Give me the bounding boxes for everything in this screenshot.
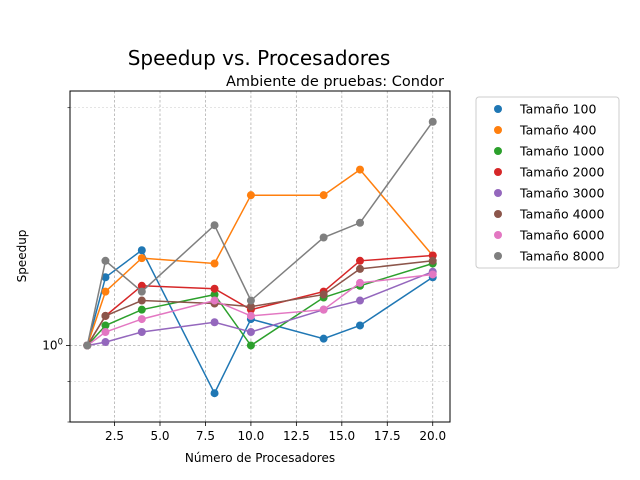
data-point <box>356 264 364 273</box>
x-tick-label: 15.0 <box>328 429 355 443</box>
x-tick-label: 2.5 <box>105 429 124 443</box>
data-point <box>319 334 328 343</box>
data-point <box>246 296 255 305</box>
legend-label: Tamaño 100 <box>519 102 597 117</box>
legend-item: Tamaño 100 <box>494 102 597 117</box>
series-layer <box>83 117 437 398</box>
legend-item: Tamaño 1000 <box>494 144 604 159</box>
plot-area-frame <box>69 90 451 423</box>
data-point <box>101 273 110 282</box>
legend-marker <box>494 231 502 239</box>
data-point <box>210 296 219 305</box>
legend-item: Tamaño 2000 <box>494 165 604 180</box>
legend-item: Tamaño 400 <box>494 123 597 138</box>
data-point <box>137 287 146 296</box>
data-point <box>356 296 364 305</box>
data-point <box>137 281 146 290</box>
legend-label: Tamaño 400 <box>519 123 597 138</box>
series-line <box>86 260 433 346</box>
data-point <box>101 287 110 296</box>
data-point <box>137 246 146 255</box>
data-point <box>210 284 219 293</box>
data-point <box>137 296 146 305</box>
x-tick-label: 7.5 <box>196 429 215 443</box>
series-line <box>87 271 433 347</box>
data-point <box>356 256 364 265</box>
data-point <box>246 311 255 320</box>
data-point <box>428 256 437 265</box>
data-point <box>210 318 219 327</box>
series-line <box>86 254 433 346</box>
chart-title: Speedup vs. Procesadores <box>128 46 391 70</box>
data-point <box>246 341 255 350</box>
data-point <box>246 191 255 200</box>
data-point <box>137 305 146 314</box>
legend-label: Tamaño 3000 <box>519 186 604 201</box>
data-point <box>319 191 328 200</box>
series-8 <box>83 117 437 350</box>
series-6 <box>83 256 437 350</box>
legend-item: Tamaño 4000 <box>494 207 604 222</box>
legend-box <box>475 96 620 269</box>
data-point <box>428 270 437 279</box>
legend-marker <box>494 252 502 260</box>
legend-item: Tamaño 3000 <box>494 186 604 201</box>
legend-label: Tamaño 8000 <box>519 249 604 264</box>
data-point <box>246 302 255 311</box>
x-tick-label: 12.5 <box>283 429 310 443</box>
data-point <box>356 165 364 174</box>
data-point <box>210 221 219 230</box>
data-point <box>246 328 255 337</box>
legend-label: Tamaño 6000 <box>519 228 604 243</box>
data-point <box>210 389 219 398</box>
legend-marker <box>494 126 502 134</box>
legend-marker <box>494 168 502 176</box>
legend-item: Tamaño 8000 <box>494 249 604 264</box>
data-point <box>356 278 364 287</box>
legend-marker <box>494 189 502 197</box>
data-point <box>356 321 364 330</box>
data-point <box>83 341 92 350</box>
legend-marker <box>494 147 502 155</box>
series-line <box>86 168 434 346</box>
data-point <box>101 256 110 265</box>
legend-marker <box>494 105 502 113</box>
series-5 <box>83 267 437 350</box>
legend-label: Tamaño 1000 <box>519 144 604 159</box>
data-point <box>210 290 219 299</box>
series-line <box>86 121 434 346</box>
data-point <box>137 328 146 337</box>
data-point <box>101 321 110 330</box>
data-point <box>319 233 328 242</box>
data-point <box>210 259 219 268</box>
series-line <box>86 249 434 395</box>
x-tick-label: 17.5 <box>374 429 401 443</box>
data-point <box>319 305 328 314</box>
legend-label: Tamaño 4000 <box>519 207 604 222</box>
legend: Tamaño 100 Tamaño 400 Tamaño 1000 Tamaño 20… <box>475 96 620 269</box>
legend-item: Tamaño 6000 <box>494 228 604 243</box>
data-point <box>356 218 364 227</box>
x-axis-label: Número de Procesadores <box>185 451 335 465</box>
chart-subtitle: Ambiente de pruebas: Condor <box>226 74 444 90</box>
series-line <box>86 273 433 347</box>
data-point <box>319 290 328 299</box>
data-point <box>101 328 110 337</box>
data-point <box>428 117 437 126</box>
x-tick-label: 20.0 <box>419 429 446 443</box>
y-axis-label: Speedup <box>15 230 29 283</box>
x-tick-label: 5.0 <box>150 429 169 443</box>
data-point <box>137 254 146 263</box>
data-point <box>137 315 146 324</box>
data-point <box>101 338 110 347</box>
series-7 <box>83 270 437 350</box>
legend-marker <box>494 210 502 218</box>
legend-label: Tamaño 2000 <box>519 165 604 180</box>
data-point <box>101 311 110 320</box>
x-tick-label: 10.0 <box>238 429 265 443</box>
